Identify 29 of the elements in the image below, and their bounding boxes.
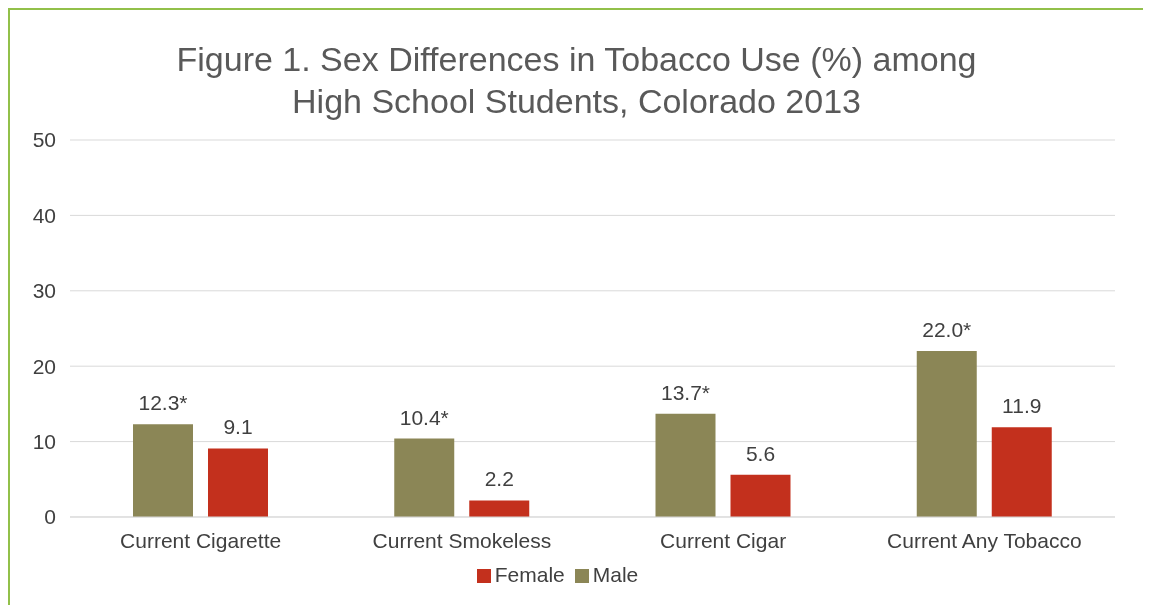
x-tick-label: Current Any Tobacco bbox=[887, 528, 1082, 552]
bar bbox=[208, 448, 268, 517]
bar bbox=[394, 438, 455, 517]
y-tick-label: 40 bbox=[32, 203, 56, 227]
legend-label: Female bbox=[494, 563, 565, 586]
x-tick-label: Current Cigarette bbox=[120, 528, 282, 552]
y-tick-label: 10 bbox=[32, 430, 56, 454]
y-tick-label: 30 bbox=[32, 279, 56, 303]
data-label: 12.3* bbox=[138, 391, 188, 415]
data-label: 11.9 bbox=[1002, 394, 1042, 418]
data-label: 13.7* bbox=[660, 380, 711, 404]
data-label: 2.2 bbox=[484, 467, 514, 491]
x-tick-label: Current Cigar bbox=[660, 528, 787, 552]
bar bbox=[133, 424, 193, 517]
y-tick-label: 0 bbox=[44, 505, 56, 529]
data-label: 22.0* bbox=[922, 318, 972, 342]
chart-title: Figure 1. Sex Differences in Tobacco Use (%) among High School Students, Colorado 2013 bbox=[175, 39, 978, 122]
y-tick-label: 50 bbox=[32, 128, 56, 152]
bar bbox=[916, 351, 977, 517]
bar bbox=[469, 500, 530, 517]
data-label: 5.6 bbox=[745, 441, 776, 465]
bar bbox=[655, 413, 716, 517]
data-label: 10.4* bbox=[399, 405, 449, 429]
bar bbox=[730, 474, 791, 517]
y-tick-label: 20 bbox=[32, 354, 56, 378]
x-tick-label: Current Smokeless bbox=[372, 528, 552, 552]
data-label: 9.1 bbox=[223, 415, 253, 439]
legend-label: Male bbox=[592, 563, 639, 586]
bar bbox=[991, 427, 1052, 517]
